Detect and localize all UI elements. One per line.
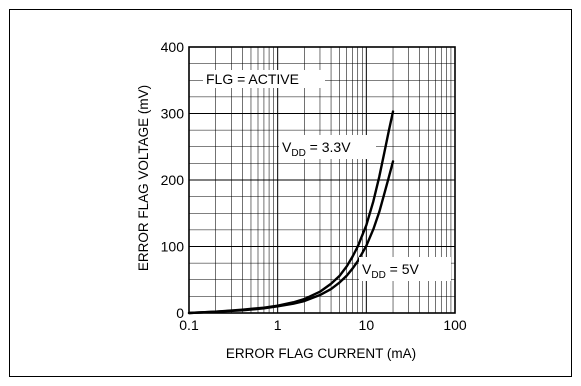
curves [187, 110, 395, 315]
x-tick-label: 10 [359, 317, 375, 333]
series-line-2 [187, 160, 395, 315]
vdd-3v3-label: VDD = 3.3V [282, 139, 351, 159]
condition-label: FLG = ACTIVE [206, 71, 299, 87]
condition-annotation: FLG = ACTIVE [203, 70, 325, 88]
x-tick-label: 1 [274, 317, 282, 333]
vdd-5v-suffix: = 5V [386, 261, 420, 277]
vdd-5v-annotation: VDD = 5V [359, 257, 451, 281]
plot-area-border [188, 46, 456, 314]
vdd-5v-label: VDD = 5V [362, 261, 420, 281]
y-tick-label: 100 [161, 239, 185, 255]
x-tick-label: 0.1 [179, 317, 199, 333]
vdd-3v3-prefix: V [282, 139, 292, 155]
y-tick-label: 0 [176, 305, 184, 321]
vdd-3v3-subscript: DD [291, 148, 305, 159]
y-tick-label: 300 [161, 106, 185, 122]
y-tick-label: 400 [161, 39, 185, 55]
x-tick-label: 100 [443, 317, 467, 333]
figure-frame [9, 9, 572, 377]
condition-label-bg [203, 70, 325, 88]
vdd-3v3-suffix: = 3.3V [306, 139, 351, 155]
vdd-5v-label-bg [359, 257, 451, 281]
vdd-5v-subscript: DD [371, 270, 385, 281]
x-axis-label: ERROR FLAG CURRENT (mA) [226, 346, 416, 361]
vdd-3v3-annotation: VDD = 3.3V [279, 135, 376, 159]
y-axis-label: ERROR FLAG VOLTAGE (mV) [136, 85, 151, 271]
vdd-5v-prefix: V [362, 261, 372, 277]
vdd-3v3-label-bg [279, 135, 376, 159]
tick-labels: 0.1 1 10 100 0 100 200 300 400 [161, 39, 467, 333]
y-tick-label: 200 [161, 172, 185, 188]
